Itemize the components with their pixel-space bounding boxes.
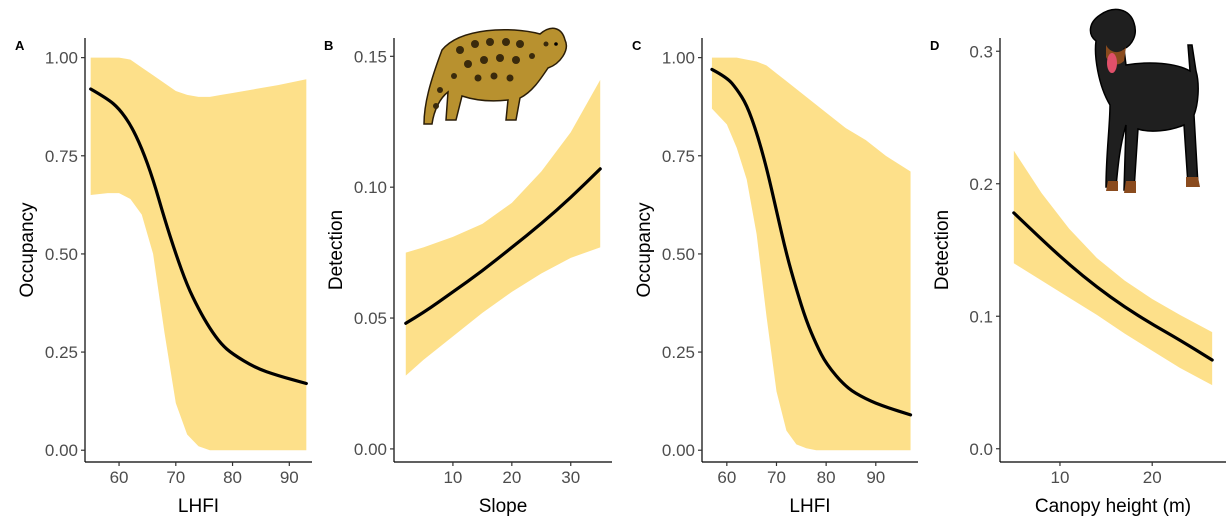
y-tick-label: 0.50 <box>662 245 695 264</box>
y-axis-title: Detection <box>326 210 347 290</box>
x-tick-label: 30 <box>561 468 580 487</box>
panel-letter: D <box>930 38 939 53</box>
y-tick-label: 1.00 <box>662 49 695 68</box>
confidence-ribbon <box>405 79 601 376</box>
y-tick-label: 0.0 <box>969 440 993 459</box>
x-tick-label: 90 <box>866 468 885 487</box>
x-axis-title: Slope <box>479 496 528 517</box>
x-axis-title: LHFI <box>178 496 219 517</box>
rottweiler-illustration <box>1089 8 1200 193</box>
confidence-ribbon <box>1013 150 1213 386</box>
x-tick-label: 20 <box>502 468 521 487</box>
x-tick-label: 10 <box>443 468 462 487</box>
x-tick-label: 90 <box>280 468 299 487</box>
y-tick-label: 0.00 <box>662 441 695 460</box>
x-tick-label: 60 <box>717 468 736 487</box>
y-tick-label: 0.00 <box>45 441 78 460</box>
panel-b: 0.00 0.05 0.10 0.15 10 20 30 Slope Detection B <box>324 38 612 517</box>
x-tick-label: 20 <box>1143 468 1162 487</box>
y-tick-label: 0.00 <box>354 440 387 459</box>
y-tick-label: 0.75 <box>662 147 695 166</box>
y-tick-label: 0.1 <box>969 307 993 326</box>
fitted-line <box>710 67 913 417</box>
x-tick-label: 60 <box>110 468 129 487</box>
x-tick-label: 80 <box>817 468 836 487</box>
fitted-line <box>89 87 308 386</box>
y-axis-title: Detection <box>932 210 953 290</box>
panel-c: 0.00 0.25 0.50 0.75 1.00 60 70 80 90 LHFI Occupanc… <box>632 38 918 517</box>
y-axis-title: Occupancy <box>634 202 655 298</box>
fitted-line <box>404 167 602 325</box>
y-tick-label: 0.3 <box>969 42 993 61</box>
y-tick-label: 1.00 <box>45 49 78 68</box>
confidence-ribbon <box>711 57 911 451</box>
y-tick-label: 0.75 <box>45 147 78 166</box>
x-tick-label: 80 <box>223 468 242 487</box>
panel-d: 0.0 0.1 0.2 0.3 10 20 Canopy height (m) Detecti… <box>930 38 1226 517</box>
panel-letter: A <box>15 38 25 53</box>
x-tick-label: 70 <box>767 468 786 487</box>
y-tick-label: 0.25 <box>662 343 695 362</box>
panel-letter: C <box>632 38 642 53</box>
y-tick-label: 0.50 <box>45 245 78 264</box>
panel-letter: B <box>324 38 333 53</box>
y-tick-label: 0.05 <box>354 309 387 328</box>
y-tick-label: 0.10 <box>354 178 387 197</box>
x-axis-title: Canopy height (m) <box>1035 496 1191 517</box>
y-tick-label: 0.15 <box>354 47 387 66</box>
y-tick-label: 0.25 <box>45 343 78 362</box>
chart-panels: 0.00 0.25 0.50 0.75 1.00 60 70 80 90 LHFI Occupanc… <box>15 38 1226 517</box>
fitted-line <box>1012 211 1214 362</box>
y-tick-label: 0.2 <box>969 175 993 194</box>
ocelot-illustration <box>423 27 567 125</box>
y-axis-title: Occupancy <box>17 202 38 298</box>
x-tick-label: 10 <box>1050 468 1069 487</box>
x-tick-label: 70 <box>166 468 185 487</box>
x-axis-title: LHFI <box>789 496 830 517</box>
panel-a: 0.00 0.25 0.50 0.75 1.00 60 70 80 90 LHFI Occupanc… <box>15 38 312 517</box>
